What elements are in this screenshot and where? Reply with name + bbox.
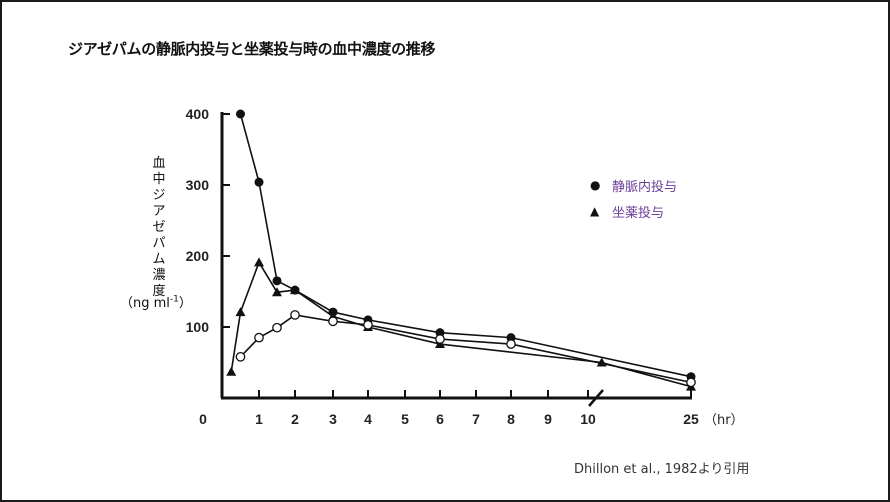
x-tick-label: 4: [364, 411, 372, 427]
legend-item-iv: ● 静脈内投与: [590, 172, 677, 198]
series-line: [239, 314, 692, 384]
filled-circle-marker: [272, 276, 282, 286]
filled-triangle-marker: [226, 366, 237, 376]
y-axis-label: 血中ジアゼパム濃度: [152, 156, 166, 299]
series-line: [239, 113, 692, 378]
filled-triangle-marker: [290, 285, 300, 295]
legend-item-suppository: ▲ 坐薬投与: [590, 198, 677, 224]
filled-circle-marker: [254, 177, 264, 187]
x-tick-label: 2: [291, 411, 299, 427]
filled-circle-marker: [236, 109, 245, 119]
open-circle-marker: [235, 351, 246, 362]
y-tick-label: 100: [186, 319, 210, 335]
y-axis-unit: （ng ml-1）: [120, 294, 192, 311]
x-tick-label: 10: [580, 411, 596, 427]
x-tick-label: 5: [401, 411, 409, 427]
open-circle-marker: [686, 377, 696, 388]
open-circle-marker: [363, 320, 373, 330]
y-tick-label: 200: [186, 248, 210, 264]
open-circle-marker: [435, 334, 445, 344]
open-circle-marker: [328, 316, 338, 327]
series-line: [230, 260, 692, 388]
filled-triangle-marker: [235, 307, 246, 317]
filled-triangle-marker: [272, 287, 282, 297]
x-tick-label: 3: [329, 411, 337, 427]
x-axis-unit: （hr）: [704, 413, 744, 428]
filled-triangle-icon: ▲: [590, 204, 600, 218]
source-citation: Dhillon et al., 1982より引用: [574, 462, 750, 477]
x-tick-label: 9: [544, 411, 552, 427]
open-circle-marker: [272, 322, 282, 333]
x-tick-label: 8: [507, 411, 515, 427]
y-tick-label: 400: [186, 106, 210, 122]
legend-label-iv: 静脈内投与: [612, 179, 678, 195]
legend-label-suppository: 坐薬投与: [612, 205, 665, 221]
legend: ● 静脈内投与 ▲ 坐薬投与: [590, 172, 677, 224]
x-tick-label: 7: [472, 411, 480, 427]
x-tick-label: 1: [255, 411, 263, 427]
x-tick-label: 0: [199, 411, 207, 427]
chart-title: ジアゼパムの静脈内投与と坐薬投与時の血中濃度の推移: [68, 40, 436, 58]
axis-break-mark: [588, 389, 604, 407]
y-tick-label: 300: [186, 177, 210, 193]
filled-circle-icon: ●: [590, 178, 601, 192]
x-tick-label: 6: [436, 411, 444, 427]
filled-triangle-marker: [254, 257, 264, 267]
open-circle-marker: [290, 310, 300, 320]
open-circle-marker: [506, 339, 516, 349]
open-circle-marker: [254, 332, 264, 343]
x-tick-label: 25: [683, 411, 699, 427]
